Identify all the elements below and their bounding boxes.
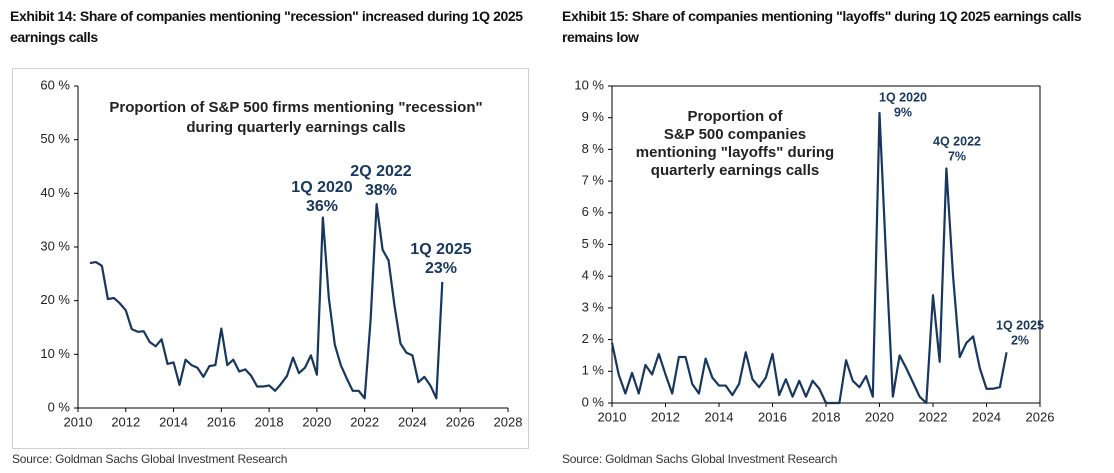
y-tick-label: 9 % [582,109,605,124]
annotation: 4Q 2022 [933,134,981,148]
x-tick-label: 2020 [865,409,894,424]
x-tick-label: 2022 [350,414,379,429]
annotation: 9% [894,105,912,119]
y-tick-label: 40 % [40,185,70,200]
annotation: 7% [948,149,966,163]
source: Source: Goldman Sachs Global Investment … [12,452,288,466]
inset-title: mentioning "layoffs" during [636,144,834,161]
y-tick-label: 5 % [582,236,605,251]
x-tick-label: 2014 [705,409,734,424]
charts: 0 % 10 % 20 % 30 % 40 % 50 % 60 % 2010 2012 2014 2… [12,68,1055,449]
x-tick-label: 2018 [812,409,841,424]
x-tick-label: 2024 [398,414,427,429]
annotation: 36% [306,198,338,215]
y-tick-label: 4 % [582,268,605,283]
exhibit-title: Exhibit 15: Share of companies mentionin… [562,8,1082,45]
y-tick-label: 6 % [582,204,605,219]
inset-title: quarterly earnings calls [651,162,819,179]
y-tick-label: 50 % [40,131,70,146]
inset-title: Proportion of [688,108,784,125]
x-tick-label: 2028 [494,414,523,429]
x-tick-label: 2026 [446,414,475,429]
y-tick-label: 60 % [40,77,70,92]
x-tick-label: 2012 [651,409,680,424]
annotation: 1Q 2025 [410,241,471,258]
x-tick-label: 2022 [919,409,948,424]
x-tick-label: 2020 [302,414,331,429]
x-tick-label: 2016 [207,414,236,429]
x-tick-label: 2010 [64,414,93,429]
annotation: 2Q 2022 [350,163,411,180]
y-tick-label: 10 % [40,346,70,361]
y-tick-label: 0 % [48,399,71,414]
annotation: 1Q 2020 [291,179,352,196]
y-tick-label: 7 % [582,173,605,188]
inset-title: Proportion of S&P 500 firms mentioning "… [109,99,482,116]
inset-title: S&P 500 companies [664,126,806,143]
y-tick-label: 10 % [574,77,604,92]
x-tick-label: 2018 [255,414,284,429]
annotation: 1Q 2025 [996,318,1044,332]
line [610,111,1008,405]
y-tick-label: 0 % [582,394,605,409]
x-tick-label: 2014 [159,414,188,429]
y-tick-label: 3 % [582,299,605,314]
y-tick-label: 20 % [40,292,70,307]
annotation: 23% [425,260,457,277]
y-tick-label: 30 % [40,238,70,253]
exhibit-title: Exhibit 14: Share of companies mentionin… [10,8,523,45]
y-tick-label: 1 % [582,363,605,378]
annotation: 1Q 2020 [879,90,927,104]
chart-frame [12,68,529,449]
y-tick-label: 2 % [582,331,605,346]
x-tick-label: 2012 [111,414,140,429]
inset-title: during quarterly earnings calls [186,119,405,136]
x-tick-label: 2016 [758,409,787,424]
annotation: 38% [365,182,397,199]
x-tick-label: 2026 [1026,409,1055,424]
line [89,202,444,400]
x-tick-label: 2010 [598,409,627,424]
x-tick-label: 2024 [972,409,1001,424]
annotation: 2% [1011,333,1029,347]
source: Source: Goldman Sachs Global Investment … [562,452,838,466]
y-tick-label: 8 % [582,141,605,156]
